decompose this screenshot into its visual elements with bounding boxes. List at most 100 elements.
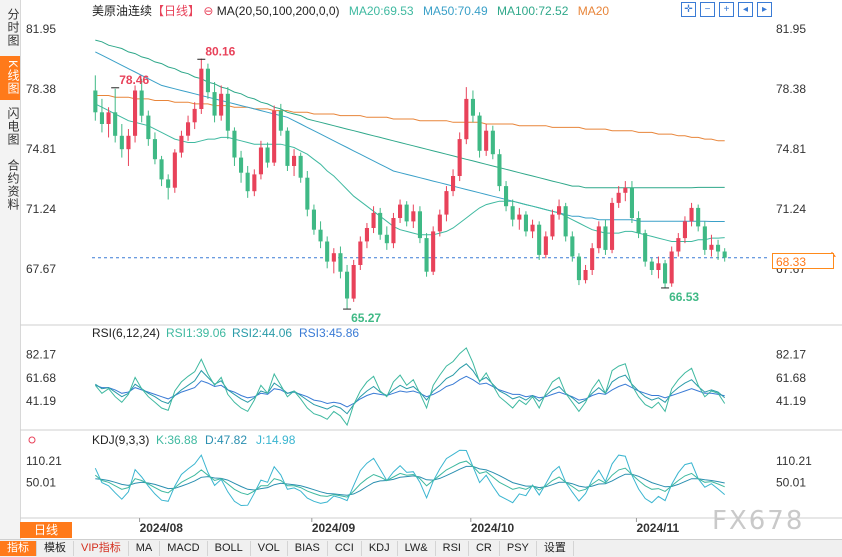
candle-body [696,207,701,227]
tab-kline[interactable]: K线图 [0,56,20,100]
candle-body [325,241,330,262]
candle-body [709,244,714,250]
period-label[interactable]: 【日线】 [152,4,201,18]
rsi2-line [95,363,726,415]
candle-body [272,110,277,163]
indicator-tab[interactable]: 模板 [37,541,74,556]
tab-flash[interactable]: 闪电图 [6,106,20,146]
candle-body [159,159,164,180]
candle-body [139,90,144,116]
kdj-label: KDJ(9,3,3) [92,433,149,447]
indicator-tab[interactable]: LW& [398,541,436,556]
candle-body [676,238,681,252]
candle-body [232,130,237,158]
candle-body [689,207,694,222]
tab-timeshare[interactable]: 分时图 [6,7,20,47]
candle-body [610,202,615,250]
tab-contract-info[interactable]: 合约资料 [6,159,20,211]
indicator-tab[interactable]: BOLL [208,541,251,556]
indicator-tab[interactable]: 设置 [537,541,574,556]
settings-icon [28,436,36,444]
candle-body [643,233,648,262]
candle-body [239,157,244,173]
candle-body [245,172,250,192]
ma-params[interactable]: MA(20,50,100,200,0,0) [216,4,340,18]
candle-body [258,147,263,175]
candle-body [265,147,270,163]
toolbar-icons: ✛ − + ◂ ▸ [677,2,772,17]
indicator-tab[interactable]: VIP指标 [74,541,129,556]
candle-body [298,155,303,178]
indicator-tab[interactable]: CCI [328,541,362,556]
candle-body [537,224,542,255]
kdj-k-value: K:36.88 [156,433,198,447]
indicator-tab[interactable]: VOL [251,541,288,556]
price-tick-right: 74.81 [776,142,806,156]
indicator-tab[interactable]: MA [129,541,161,556]
candle-body [702,226,707,250]
high-label-2: 78.46 [119,73,149,87]
candle-body [311,209,316,230]
candle-body [477,115,482,151]
candle-body [371,212,376,228]
indicator-tab[interactable]: KDJ [362,541,398,556]
candle-body [205,68,210,93]
date-label: 2024/09 [312,521,356,535]
candle-body [358,241,363,265]
indicator-tab[interactable]: CR [469,541,500,556]
left-tab-bar: 分时图 K线图 闪电图 合约资料 [0,0,21,540]
candle-body [278,110,283,131]
candle-body [470,98,475,116]
indicator-tab[interactable]: 指标 [0,541,37,556]
candle-body [603,226,608,250]
candle-body [378,212,383,235]
kdj-tick-right: 110.21 [776,454,812,468]
candle-body [331,253,336,262]
left-arrow-icon[interactable]: ◂ [738,2,753,17]
candle-body [716,244,721,252]
candle-body [457,139,462,176]
candle-body [186,122,191,136]
candle-body [444,191,449,215]
price-tick-right: 78.38 [776,82,806,96]
indicator-tab[interactable]: RSI [436,541,469,556]
candle-body [285,130,290,166]
rsi-tick-left: 82.17 [26,348,56,362]
current-price-tag: 68.33 [772,253,834,269]
rsi-tick-right: 61.68 [776,371,806,385]
rsi-tick-right: 82.17 [776,348,806,362]
toggle-icon[interactable]: ⊖ [203,4,214,18]
rsi1-value: RSI1:39.06 [166,326,226,340]
low-label-2: 66.53 [669,290,699,304]
expand-icon[interactable]: ✛ [681,2,696,17]
zoom-in-icon[interactable]: + [719,2,734,17]
price-tick-left: 67.67 [26,262,56,276]
candle-body [305,177,310,210]
instrument-name: 美原油连续 [92,4,153,18]
candle-body [192,108,197,123]
indicator-tab[interactable]: BIAS [288,541,328,556]
candle-body [563,206,568,237]
candle-body [424,238,429,272]
price-tick-left: 81.95 [26,22,56,36]
candle-body [172,152,177,188]
date-label: 2024/10 [471,521,515,535]
candle-body [484,130,489,151]
ma200-label: MA20 [577,4,610,18]
date-label: 2024/11 [636,521,679,535]
indicator-tab[interactable]: MACD [160,541,208,556]
candle-body [583,270,588,281]
candle-body [451,176,456,192]
right-arrow-icon[interactable]: ▸ [757,2,772,17]
rsi3-line [95,375,725,408]
candle-body [93,90,98,113]
candle-body [212,92,217,116]
candle-body [596,226,601,249]
candle-body [384,234,389,244]
candle-body [133,90,138,136]
indicator-tab[interactable]: PSY [500,541,537,556]
indicator-bar: 指标 模板 VIP指标 MA MACD BOLL VOL BIAS CCI KDJ LW& RSI CR… [0,539,842,557]
period-button[interactable]: 日线 [20,522,72,538]
zoom-out-icon[interactable]: − [700,2,715,17]
